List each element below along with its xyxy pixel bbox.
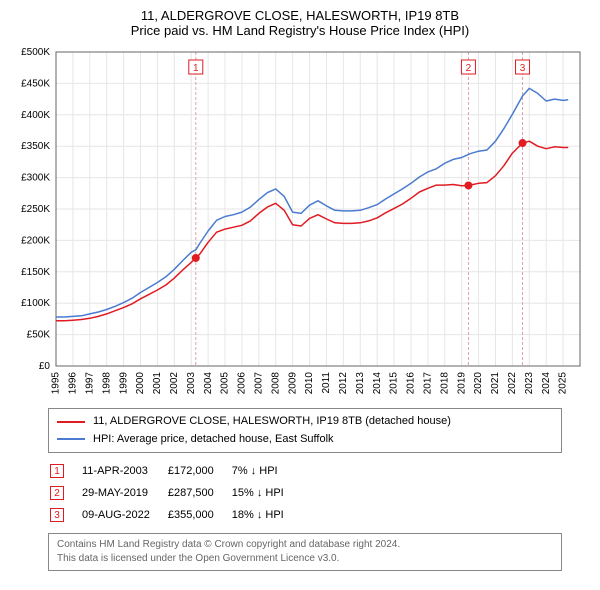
svg-text:1997: 1997: [84, 372, 95, 395]
sale-date: 29-MAY-2019: [82, 483, 166, 503]
sales-table: 111-APR-2003£172,0007% ↓ HPI229-MAY-2019…: [48, 459, 302, 527]
price-chart: £0 £50K £100K £150K £200K £250K £300K £350K £400…: [8, 44, 592, 404]
svg-text:2011: 2011: [321, 372, 332, 394]
legend-swatch: [57, 421, 85, 423]
svg-text:2008: 2008: [270, 372, 281, 395]
sale-badge: 3: [50, 505, 80, 525]
sales-row: 229-MAY-2019£287,50015% ↓ HPI: [50, 483, 300, 503]
sale-pct: 18% ↓ HPI: [232, 505, 300, 525]
page-subtitle: Price paid vs. HM Land Registry's House …: [8, 23, 592, 38]
sales-row: 309-AUG-2022£355,00018% ↓ HPI: [50, 505, 300, 525]
svg-text:2015: 2015: [389, 372, 400, 395]
svg-text:1998: 1998: [101, 372, 112, 395]
sale-price: £172,000: [168, 461, 230, 481]
svg-text:2004: 2004: [203, 372, 214, 395]
svg-text:£350K: £350K: [21, 141, 50, 152]
svg-text:2016: 2016: [406, 372, 417, 395]
svg-text:2002: 2002: [169, 372, 180, 395]
svg-text:2017: 2017: [423, 372, 434, 395]
svg-text:2014: 2014: [372, 372, 383, 395]
svg-text:£200K: £200K: [21, 235, 50, 246]
svg-text:1995: 1995: [51, 372, 62, 395]
footer-line-2: This data is licensed under the Open Gov…: [57, 552, 553, 566]
svg-text:2010: 2010: [304, 372, 315, 395]
svg-text:2019: 2019: [456, 372, 467, 395]
chart-container: £0 £50K £100K £150K £200K £250K £300K £350K £400…: [8, 44, 592, 404]
svg-text:2020: 2020: [473, 372, 484, 395]
legend-row: 11, ALDERGROVE CLOSE, HALESWORTH, IP19 8…: [57, 413, 553, 431]
svg-text:2023: 2023: [524, 372, 535, 395]
svg-text:2003: 2003: [186, 372, 197, 395]
sale-date: 11-APR-2003: [82, 461, 166, 481]
legend-swatch: [57, 438, 85, 440]
sale-date: 09-AUG-2022: [82, 505, 166, 525]
sale-price: £355,000: [168, 505, 230, 525]
svg-text:1: 1: [193, 63, 199, 74]
svg-text:2022: 2022: [507, 372, 518, 395]
svg-text:£50K: £50K: [27, 330, 51, 341]
legend-row: HPI: Average price, detached house, East…: [57, 431, 553, 449]
footer-attribution: Contains HM Land Registry data © Crown c…: [48, 533, 562, 571]
svg-text:2024: 2024: [541, 372, 552, 395]
svg-text:£250K: £250K: [21, 204, 50, 215]
svg-text:2013: 2013: [355, 372, 366, 395]
sale-badge: 1: [50, 461, 80, 481]
svg-text:1999: 1999: [118, 372, 129, 395]
svg-text:2007: 2007: [253, 372, 264, 395]
page-title: 11, ALDERGROVE CLOSE, HALESWORTH, IP19 8…: [8, 8, 592, 23]
legend: 11, ALDERGROVE CLOSE, HALESWORTH, IP19 8…: [48, 408, 562, 453]
svg-text:£400K: £400K: [21, 110, 50, 121]
svg-text:1996: 1996: [68, 372, 79, 395]
svg-text:2000: 2000: [135, 372, 146, 395]
footer-line-1: Contains HM Land Registry data © Crown c…: [57, 538, 553, 552]
sale-pct: 7% ↓ HPI: [232, 461, 300, 481]
sale-price: £287,500: [168, 483, 230, 503]
svg-text:£100K: £100K: [21, 298, 50, 309]
svg-text:£0: £0: [39, 361, 51, 372]
svg-text:2001: 2001: [152, 372, 163, 395]
svg-text:£450K: £450K: [21, 78, 50, 89]
svg-text:£300K: £300K: [21, 173, 50, 184]
svg-text:3: 3: [520, 63, 526, 74]
legend-label: HPI: Average price, detached house, East…: [93, 431, 334, 449]
svg-text:2: 2: [466, 63, 472, 74]
legend-label: 11, ALDERGROVE CLOSE, HALESWORTH, IP19 8…: [93, 413, 451, 431]
svg-text:£150K: £150K: [21, 267, 50, 278]
svg-text:2018: 2018: [439, 372, 450, 395]
sale-pct: 15% ↓ HPI: [232, 483, 300, 503]
svg-text:2021: 2021: [490, 372, 501, 395]
svg-text:2006: 2006: [237, 372, 248, 395]
svg-text:2025: 2025: [558, 372, 569, 395]
svg-text:2009: 2009: [287, 372, 298, 395]
svg-text:£500K: £500K: [21, 47, 50, 58]
svg-text:2012: 2012: [338, 372, 349, 395]
sale-badge: 2: [50, 483, 80, 503]
svg-text:2005: 2005: [220, 372, 231, 395]
sales-row: 111-APR-2003£172,0007% ↓ HPI: [50, 461, 300, 481]
